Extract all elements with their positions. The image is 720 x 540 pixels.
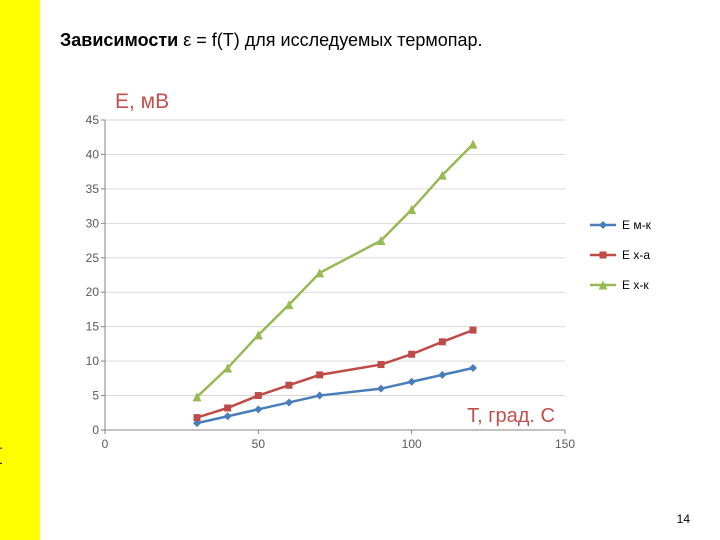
chart-container: 0 5 10 15 20 25 30 35 40 45 0 50 100 150 Е, мВ T, град.… bbox=[60, 80, 690, 480]
svg-text:Е м-к: Е м-к bbox=[622, 218, 652, 232]
svg-text:0: 0 bbox=[92, 423, 99, 437]
slide: { "sidebar": { "stripe_color": "#ffff00"… bbox=[0, 0, 720, 540]
svg-text:T, град. С: T, град. С bbox=[467, 405, 555, 427]
svg-text:150: 150 bbox=[555, 437, 575, 451]
svg-text:15: 15 bbox=[86, 320, 100, 334]
svg-text:35: 35 bbox=[86, 182, 100, 196]
svg-text:5: 5 bbox=[92, 389, 99, 403]
svg-text:Е х-к: Е х-к bbox=[622, 278, 649, 292]
sidebar-stripe bbox=[0, 0, 40, 540]
svg-text:30: 30 bbox=[86, 216, 100, 230]
svg-text:10: 10 bbox=[86, 354, 100, 368]
title-rest: ε = f(T) для исследуемых термопар. bbox=[178, 30, 482, 50]
svg-text:20: 20 bbox=[86, 285, 100, 299]
svg-text:Е х-а: Е х-а bbox=[622, 248, 650, 262]
title-bold: Зависимости bbox=[60, 30, 178, 50]
slide-title: Зависимости ε = f(T) для исследуемых тер… bbox=[60, 30, 483, 51]
svg-text:Е, мВ: Е, мВ bbox=[115, 90, 169, 113]
svg-text:100: 100 bbox=[402, 437, 422, 451]
sidebar-label: Оформление отчета bbox=[0, 347, 2, 480]
svg-text:25: 25 bbox=[86, 251, 100, 265]
line-chart: 0 5 10 15 20 25 30 35 40 45 0 50 100 150 Е, мВ T, град.… bbox=[60, 80, 690, 480]
svg-text:50: 50 bbox=[252, 437, 266, 451]
svg-text:0: 0 bbox=[102, 437, 109, 451]
page-number: 14 bbox=[677, 512, 690, 526]
svg-text:40: 40 bbox=[86, 147, 100, 161]
svg-text:45: 45 bbox=[86, 113, 100, 127]
